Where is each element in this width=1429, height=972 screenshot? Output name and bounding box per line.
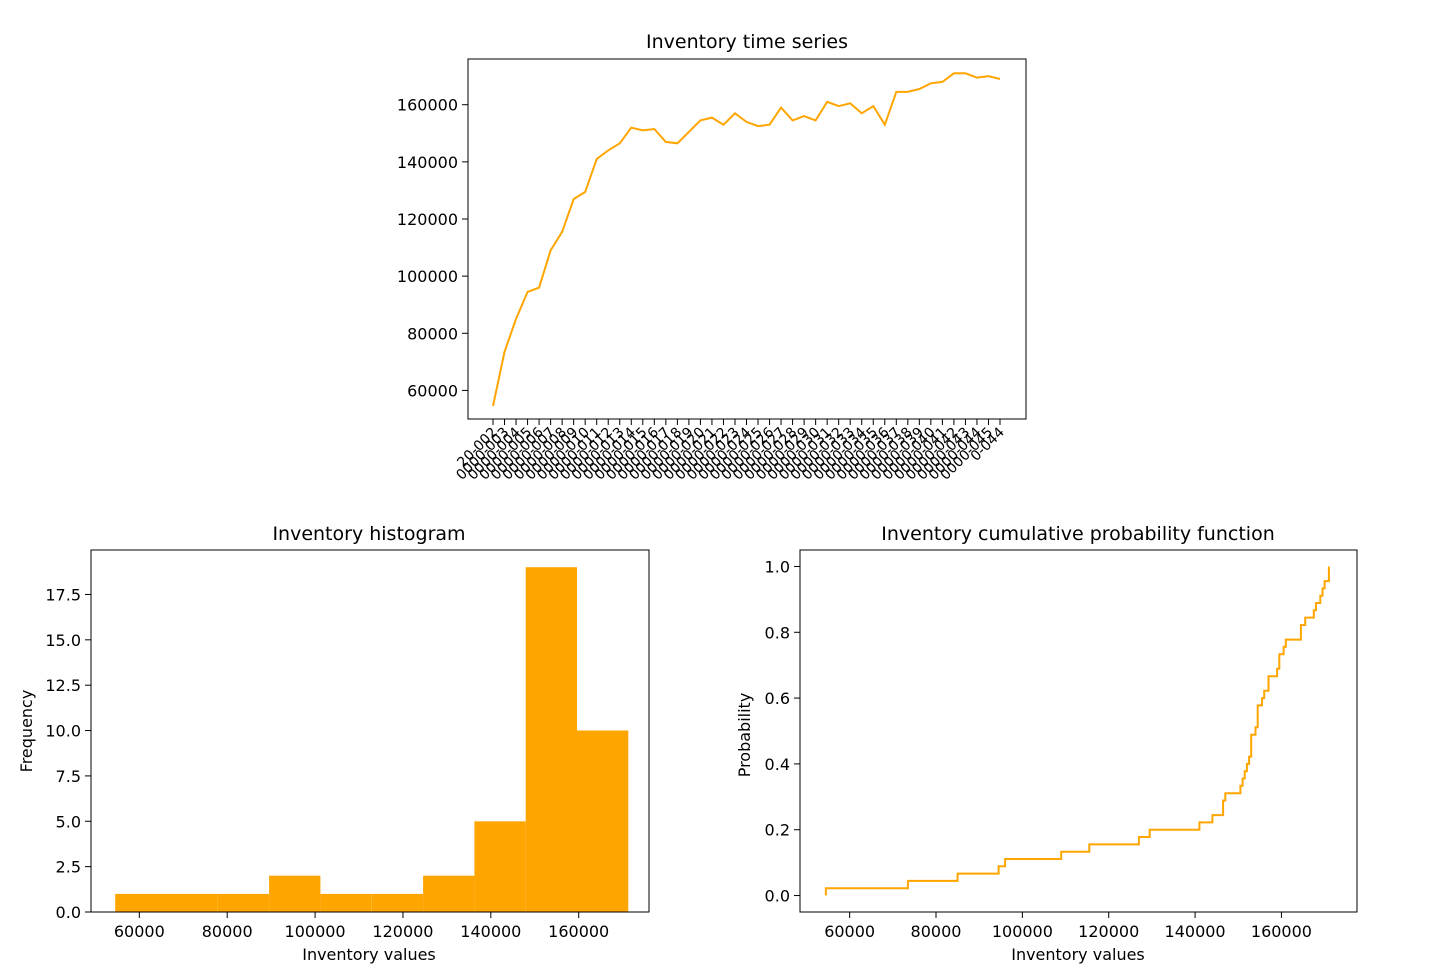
timeseries-axes-frame xyxy=(467,58,1027,420)
histogram-axes-frame xyxy=(90,549,650,913)
histogram-xtick-label: 80000 xyxy=(202,922,253,941)
histogram-bars xyxy=(115,567,629,912)
histogram-xtick-label: 100000 xyxy=(285,922,346,941)
histogram-ylabel: Frequency xyxy=(17,690,36,773)
cdf-xtick-label: 100000 xyxy=(992,922,1053,941)
histogram-xtick-label: 120000 xyxy=(372,922,433,941)
histogram-ytick-label: 10.0 xyxy=(45,722,81,741)
histogram-title: Inventory histogram xyxy=(272,523,465,545)
histogram-xtick-label: 60000 xyxy=(114,922,165,941)
histogram-bar xyxy=(166,893,218,912)
timeseries-y-ticks: 60000 80000 100000 120000 140000 160000 xyxy=(397,96,468,400)
histogram-ytick-label: 17.5 xyxy=(45,585,81,604)
cdf-xtick-label: 160000 xyxy=(1251,922,1312,941)
cdf-x-ticks: 60000 80000 100000 120000 140000 160000 xyxy=(824,912,1312,941)
cdf-y-ticks: 0.0 0.2 0.4 0.6 0.8 1.0 xyxy=(765,557,800,906)
timeseries-chart: Inventory time series 60000 80000 100000 12… xyxy=(397,31,1027,483)
cdf-axes-frame xyxy=(799,549,1358,913)
cdf-ytick-label: 0.2 xyxy=(765,821,790,840)
histogram-ytick-label: 5.0 xyxy=(56,812,81,831)
histogram-bar xyxy=(577,730,629,912)
histogram-xlabel: Inventory values xyxy=(302,945,436,964)
histogram-ytick-label: 12.5 xyxy=(45,676,81,695)
timeseries-ytick-label: 60000 xyxy=(407,381,458,400)
cdf-xlabel: Inventory values xyxy=(1011,945,1145,964)
histogram-ytick-label: 2.5 xyxy=(56,858,81,877)
cdf-ylabel: Probability xyxy=(735,693,754,778)
cdf-xtick-label: 140000 xyxy=(1165,922,1226,941)
histogram-y-ticks: 0.0 2.5 5.0 7.5 10.0 12.5 15.0 17.5 xyxy=(45,585,91,922)
histogram-chart: Inventory histogram 0.0 2.5 5.0 7.5 10.0 12.5… xyxy=(17,523,650,964)
histogram-ytick-label: 0.0 xyxy=(56,903,81,922)
cdf-title: Inventory cumulative probability functio… xyxy=(881,523,1274,545)
timeseries-ytick-label: 100000 xyxy=(397,267,458,286)
cdf-ytick-label: 0.8 xyxy=(765,623,790,642)
histogram-bar xyxy=(320,893,372,912)
histogram-bar xyxy=(423,875,475,912)
histogram-bar xyxy=(217,893,270,912)
timeseries-ytick-label: 80000 xyxy=(407,324,458,343)
timeseries-ytick-label: 160000 xyxy=(397,96,458,115)
cdf-xtick-label: 80000 xyxy=(911,922,962,941)
histogram-ytick-label: 7.5 xyxy=(56,767,81,786)
cdf-step-line xyxy=(824,566,1330,896)
histogram-bar xyxy=(525,567,577,912)
timeseries-ytick-label: 120000 xyxy=(397,210,458,229)
cdf-ytick-label: 1.0 xyxy=(765,557,790,576)
histogram-xtick-label: 140000 xyxy=(460,922,521,941)
histogram-bar xyxy=(474,821,526,912)
timeseries-ytick-label: 140000 xyxy=(397,153,458,172)
histogram-xtick-label: 160000 xyxy=(548,922,609,941)
histogram-x-ticks: 60000 80000 100000 120000 140000 160000 xyxy=(114,912,609,941)
cdf-xtick-label: 120000 xyxy=(1078,922,1139,941)
cdf-ytick-label: 0.4 xyxy=(765,755,790,774)
histogram-bar xyxy=(115,893,167,912)
histogram-bar xyxy=(371,893,424,912)
histogram-bar xyxy=(269,875,321,912)
histogram-ytick-label: 15.0 xyxy=(45,631,81,650)
cdf-ytick-label: 0.0 xyxy=(765,887,790,906)
cdf-chart: Inventory cumulative probability functio… xyxy=(735,523,1358,964)
timeseries-title: Inventory time series xyxy=(646,31,848,53)
timeseries-x-ticks: 20-0020000-0030000-0040000-0050000-00600… xyxy=(453,419,1008,483)
cdf-xtick-label: 60000 xyxy=(824,922,875,941)
cdf-ytick-label: 0.6 xyxy=(765,689,790,708)
timeseries-line xyxy=(492,72,1001,407)
